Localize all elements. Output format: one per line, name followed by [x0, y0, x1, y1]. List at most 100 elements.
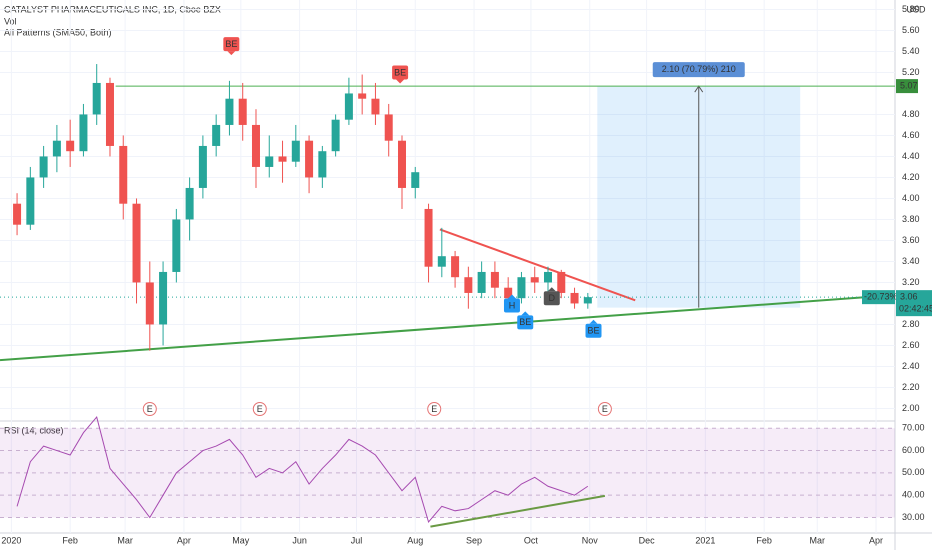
candle-body — [384, 114, 393, 141]
indicator-label: Vol — [4, 16, 17, 26]
pattern-pointer — [547, 287, 556, 292]
change-label: -20.73% — [864, 292, 898, 302]
candle-body — [371, 98, 380, 115]
y-tick-label: 5.60 — [902, 25, 920, 35]
candle-body — [145, 282, 154, 325]
x-tick-label: Oct — [524, 535, 539, 545]
rsi-tick-label: 30.00 — [902, 512, 925, 522]
y-tick-label: 2.40 — [902, 361, 920, 371]
candle-body — [305, 140, 314, 178]
last-price-badge — [896, 290, 932, 317]
earnings-marker — [597, 402, 612, 416]
candle-body — [557, 271, 566, 293]
y-tick-label: 4.40 — [902, 151, 920, 161]
y-tick-label: 5.80 — [902, 4, 920, 14]
candle-body — [66, 140, 75, 152]
candle-body — [451, 256, 460, 278]
rsi-tick-label: 70.00 — [902, 423, 925, 433]
pattern-pointer — [589, 319, 598, 324]
rsi-tick-label: 60.00 — [902, 445, 925, 455]
rsi-line — [16, 416, 589, 523]
candle-body — [119, 145, 128, 204]
x-tick-label: Feb — [62, 535, 78, 545]
candle-body — [79, 114, 88, 152]
pattern-marker — [585, 323, 602, 338]
earnings-label: E — [602, 404, 608, 414]
candle-body — [477, 271, 486, 293]
y-tick-label: 4.20 — [902, 172, 920, 182]
candle-body — [543, 271, 552, 283]
candle-body — [318, 151, 327, 178]
y-tick-label: 3.80 — [902, 214, 920, 224]
y-tick-label: 4.80 — [902, 109, 920, 119]
candle-body — [26, 177, 35, 225]
x-tick-label: Dec — [639, 535, 656, 545]
pattern-pointer — [507, 294, 516, 299]
x-tick-label: Nov — [582, 535, 599, 545]
x-tick-label: Sep — [466, 535, 482, 545]
candle-body — [92, 82, 101, 115]
candle-body — [331, 119, 340, 152]
candle-body — [198, 145, 207, 188]
x-tick-label: 2020 — [1, 535, 21, 545]
y-tick-label: 3.40 — [902, 256, 920, 266]
x-tick-label: Jul — [351, 535, 363, 545]
pattern-label: D — [549, 293, 556, 303]
x-tick-label: 2021 — [695, 535, 715, 545]
candle-body — [490, 271, 499, 288]
indicator-label: All Patterns (SMA50, Both) — [4, 27, 112, 37]
y-tick-label: 3.60 — [902, 235, 920, 245]
candle-body — [411, 172, 420, 188]
pattern-label: BE — [519, 317, 531, 327]
countdown: 02:42:45 — [899, 304, 932, 314]
candle-body — [225, 98, 234, 125]
y-tick-label: 4.60 — [902, 130, 920, 140]
candle-body — [517, 277, 526, 299]
currency: USD — [906, 4, 926, 14]
candle-body — [251, 124, 260, 167]
candle-body — [464, 277, 473, 293]
pattern-pointer — [227, 51, 236, 56]
candle-body — [570, 292, 579, 304]
y-tick-label: 2.60 — [902, 340, 920, 350]
change-badge — [862, 290, 895, 305]
y-tick-label: 3.20 — [902, 277, 920, 287]
candle-body — [212, 124, 221, 146]
candle-body — [278, 156, 287, 162]
earnings-marker — [252, 402, 267, 416]
candle-body — [52, 140, 61, 157]
y-tick-label: 4.00 — [902, 193, 920, 203]
x-tick-label: Mar — [117, 535, 133, 545]
candle-body — [265, 156, 274, 167]
last-price-label: 3.06 — [900, 292, 918, 302]
trendline — [439, 228, 636, 302]
pattern-label: BE — [394, 67, 406, 77]
x-tick-label: Apr — [177, 535, 191, 545]
candle-body — [132, 203, 141, 283]
x-tick-label: May — [232, 535, 250, 545]
resistance-badge — [896, 79, 918, 94]
candle-body — [159, 271, 168, 325]
y-tick-label: 5.40 — [902, 46, 920, 56]
rsi-tick-label: 40.00 — [902, 490, 925, 500]
earnings-label: E — [147, 404, 153, 414]
measure-label: 2.10 (70.79%) 210 — [662, 64, 736, 74]
pattern-marker — [392, 65, 409, 80]
y-tick-label: 2.80 — [902, 319, 920, 329]
earnings-marker — [427, 402, 442, 416]
candle-body — [172, 219, 181, 272]
x-tick-label: Feb — [756, 535, 772, 545]
rsi-title: RSI (14, close) — [4, 425, 64, 435]
candle-body — [13, 203, 22, 225]
y-tick-label: 2.20 — [902, 382, 920, 392]
candle-body — [583, 297, 592, 304]
candle-body — [185, 187, 194, 220]
pattern-label: BE — [587, 326, 599, 336]
candle-body — [358, 93, 367, 99]
earnings-label: E — [431, 404, 437, 414]
candle-body — [238, 98, 247, 125]
pattern-label: BE — [225, 39, 237, 49]
x-tick-label: Jun — [292, 535, 307, 545]
